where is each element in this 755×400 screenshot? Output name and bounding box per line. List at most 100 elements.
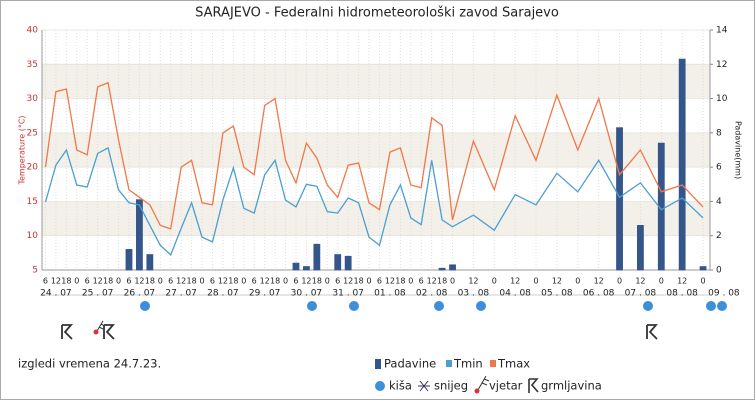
x-tick-label: 0 (617, 277, 622, 286)
legend-icon (528, 378, 539, 393)
day-label: 24 . 07 (40, 289, 72, 299)
day-label: 09 . 08 (708, 289, 740, 299)
rain-icon (349, 301, 359, 311)
x-tick-label: 6 (85, 277, 90, 286)
y-tick-label: 40 (27, 26, 39, 36)
x-tick-label: 12 (301, 277, 311, 286)
x-tick-label: 12 (427, 277, 437, 286)
x-tick-label: 6 (43, 277, 48, 286)
band (42, 64, 710, 99)
line (44, 81, 704, 230)
y-tick-label: 25 (27, 128, 38, 138)
legend-label: kiša (389, 379, 412, 393)
x-tick-label: 12 (510, 277, 520, 286)
x-tick-label: 0 (283, 277, 288, 286)
day-label: 01 . 08 (374, 289, 406, 299)
x-tick-label: 18 (61, 277, 71, 286)
x-tick-label: 6 (335, 277, 340, 286)
y-tick-label: 35 (27, 60, 38, 70)
x-tick-label: 18 (187, 277, 197, 286)
y2-tick-label: 6 (716, 163, 722, 173)
x-tick-label: 0 (325, 277, 330, 286)
bar (438, 267, 446, 271)
y2-tick-label: 14 (716, 26, 728, 36)
rain-icon (476, 301, 486, 311)
day-label: 04 . 08 (499, 289, 531, 299)
rain-icon (434, 301, 444, 311)
x-tick-label: 0 (116, 277, 121, 286)
x-tick-label: 18 (228, 277, 238, 286)
legend-icon (375, 381, 385, 391)
x-tick-label: 6 (293, 277, 298, 286)
x-tick-label: 0 (241, 277, 246, 286)
bar (303, 266, 310, 271)
day-label: 31 . 07 (332, 289, 364, 299)
x-tick-label: 12 (134, 277, 144, 286)
x-tick-label: 12 (385, 277, 395, 286)
bar (313, 243, 321, 271)
legend-icon (418, 380, 430, 392)
x-tick-label: 12 (468, 277, 478, 286)
y-tick-label: 20 (27, 163, 39, 173)
day-label: 26 . 07 (124, 289, 156, 299)
day-label: 07 . 08 (625, 289, 657, 299)
x-tick-label: 0 (158, 277, 163, 286)
x-tick-label: 0 (700, 277, 705, 286)
x-tick-label: 6 (419, 277, 424, 286)
bar (334, 254, 342, 271)
y-tick-label: 15 (27, 197, 38, 207)
x-tick-label: 12 (260, 277, 270, 286)
x-tick-label: 0 (575, 277, 580, 286)
x-tick-label: 0 (199, 277, 204, 286)
x-tick-label: 12 (635, 277, 645, 286)
x-tick-label: 12 (594, 277, 604, 286)
day-label: 03 . 08 (458, 289, 490, 299)
x-tick-label: 0 (450, 277, 455, 286)
legend-icon (477, 375, 490, 391)
x-tick-label: 12 (176, 277, 186, 286)
day-label: 25 . 07 (82, 289, 114, 299)
thunder-icon (103, 324, 115, 340)
x-tick-label: 0 (408, 277, 413, 286)
y2-tick-label: 8 (716, 128, 722, 138)
x-tick-label: 18 (270, 277, 280, 286)
day-label: 30 . 07 (291, 289, 323, 299)
bar (344, 255, 352, 271)
rain-icon (307, 301, 317, 311)
thunder-icon (61, 324, 73, 340)
bar (292, 262, 300, 271)
line (44, 146, 704, 257)
chart-title: SARAJEVO - Federalni hidrometeorološki z… (195, 6, 559, 21)
x-tick-label: 6 (210, 277, 215, 286)
y-tick-label: 5 (32, 266, 38, 276)
y-tick-label: 30 (27, 94, 39, 104)
bar (449, 264, 456, 271)
bar (146, 254, 154, 271)
y2-tick-label: 0 (716, 266, 722, 276)
x-tick-label: 18 (145, 277, 155, 286)
legend-swatch (446, 360, 452, 367)
x-tick-label: 12 (93, 277, 103, 286)
rain-icon (717, 301, 727, 311)
x-tick-label: 12 (552, 277, 562, 286)
y2-tick-label: 2 (716, 231, 722, 241)
bar (136, 199, 143, 271)
x-tick-label: 18 (437, 277, 447, 286)
day-label: 29 . 07 (249, 289, 281, 299)
y-tick-label: 10 (27, 231, 39, 241)
x-tick-label: 12 (218, 277, 228, 286)
x-tick-label: 18 (395, 277, 405, 286)
rain-icon (140, 301, 150, 311)
x-tick-label: 6 (168, 277, 173, 286)
bar (678, 58, 686, 271)
x-tick-label: 12 (51, 277, 61, 286)
legend-swatch (490, 360, 496, 367)
bar (699, 266, 707, 271)
legend-label: snijeg (434, 379, 468, 393)
weather-row (42, 294, 727, 340)
x-tick-label: 6 (377, 277, 382, 286)
bar (616, 127, 623, 271)
footnote: izgledi vremena 24.7.23. (18, 357, 161, 371)
legend-label: Tmax (497, 357, 530, 371)
